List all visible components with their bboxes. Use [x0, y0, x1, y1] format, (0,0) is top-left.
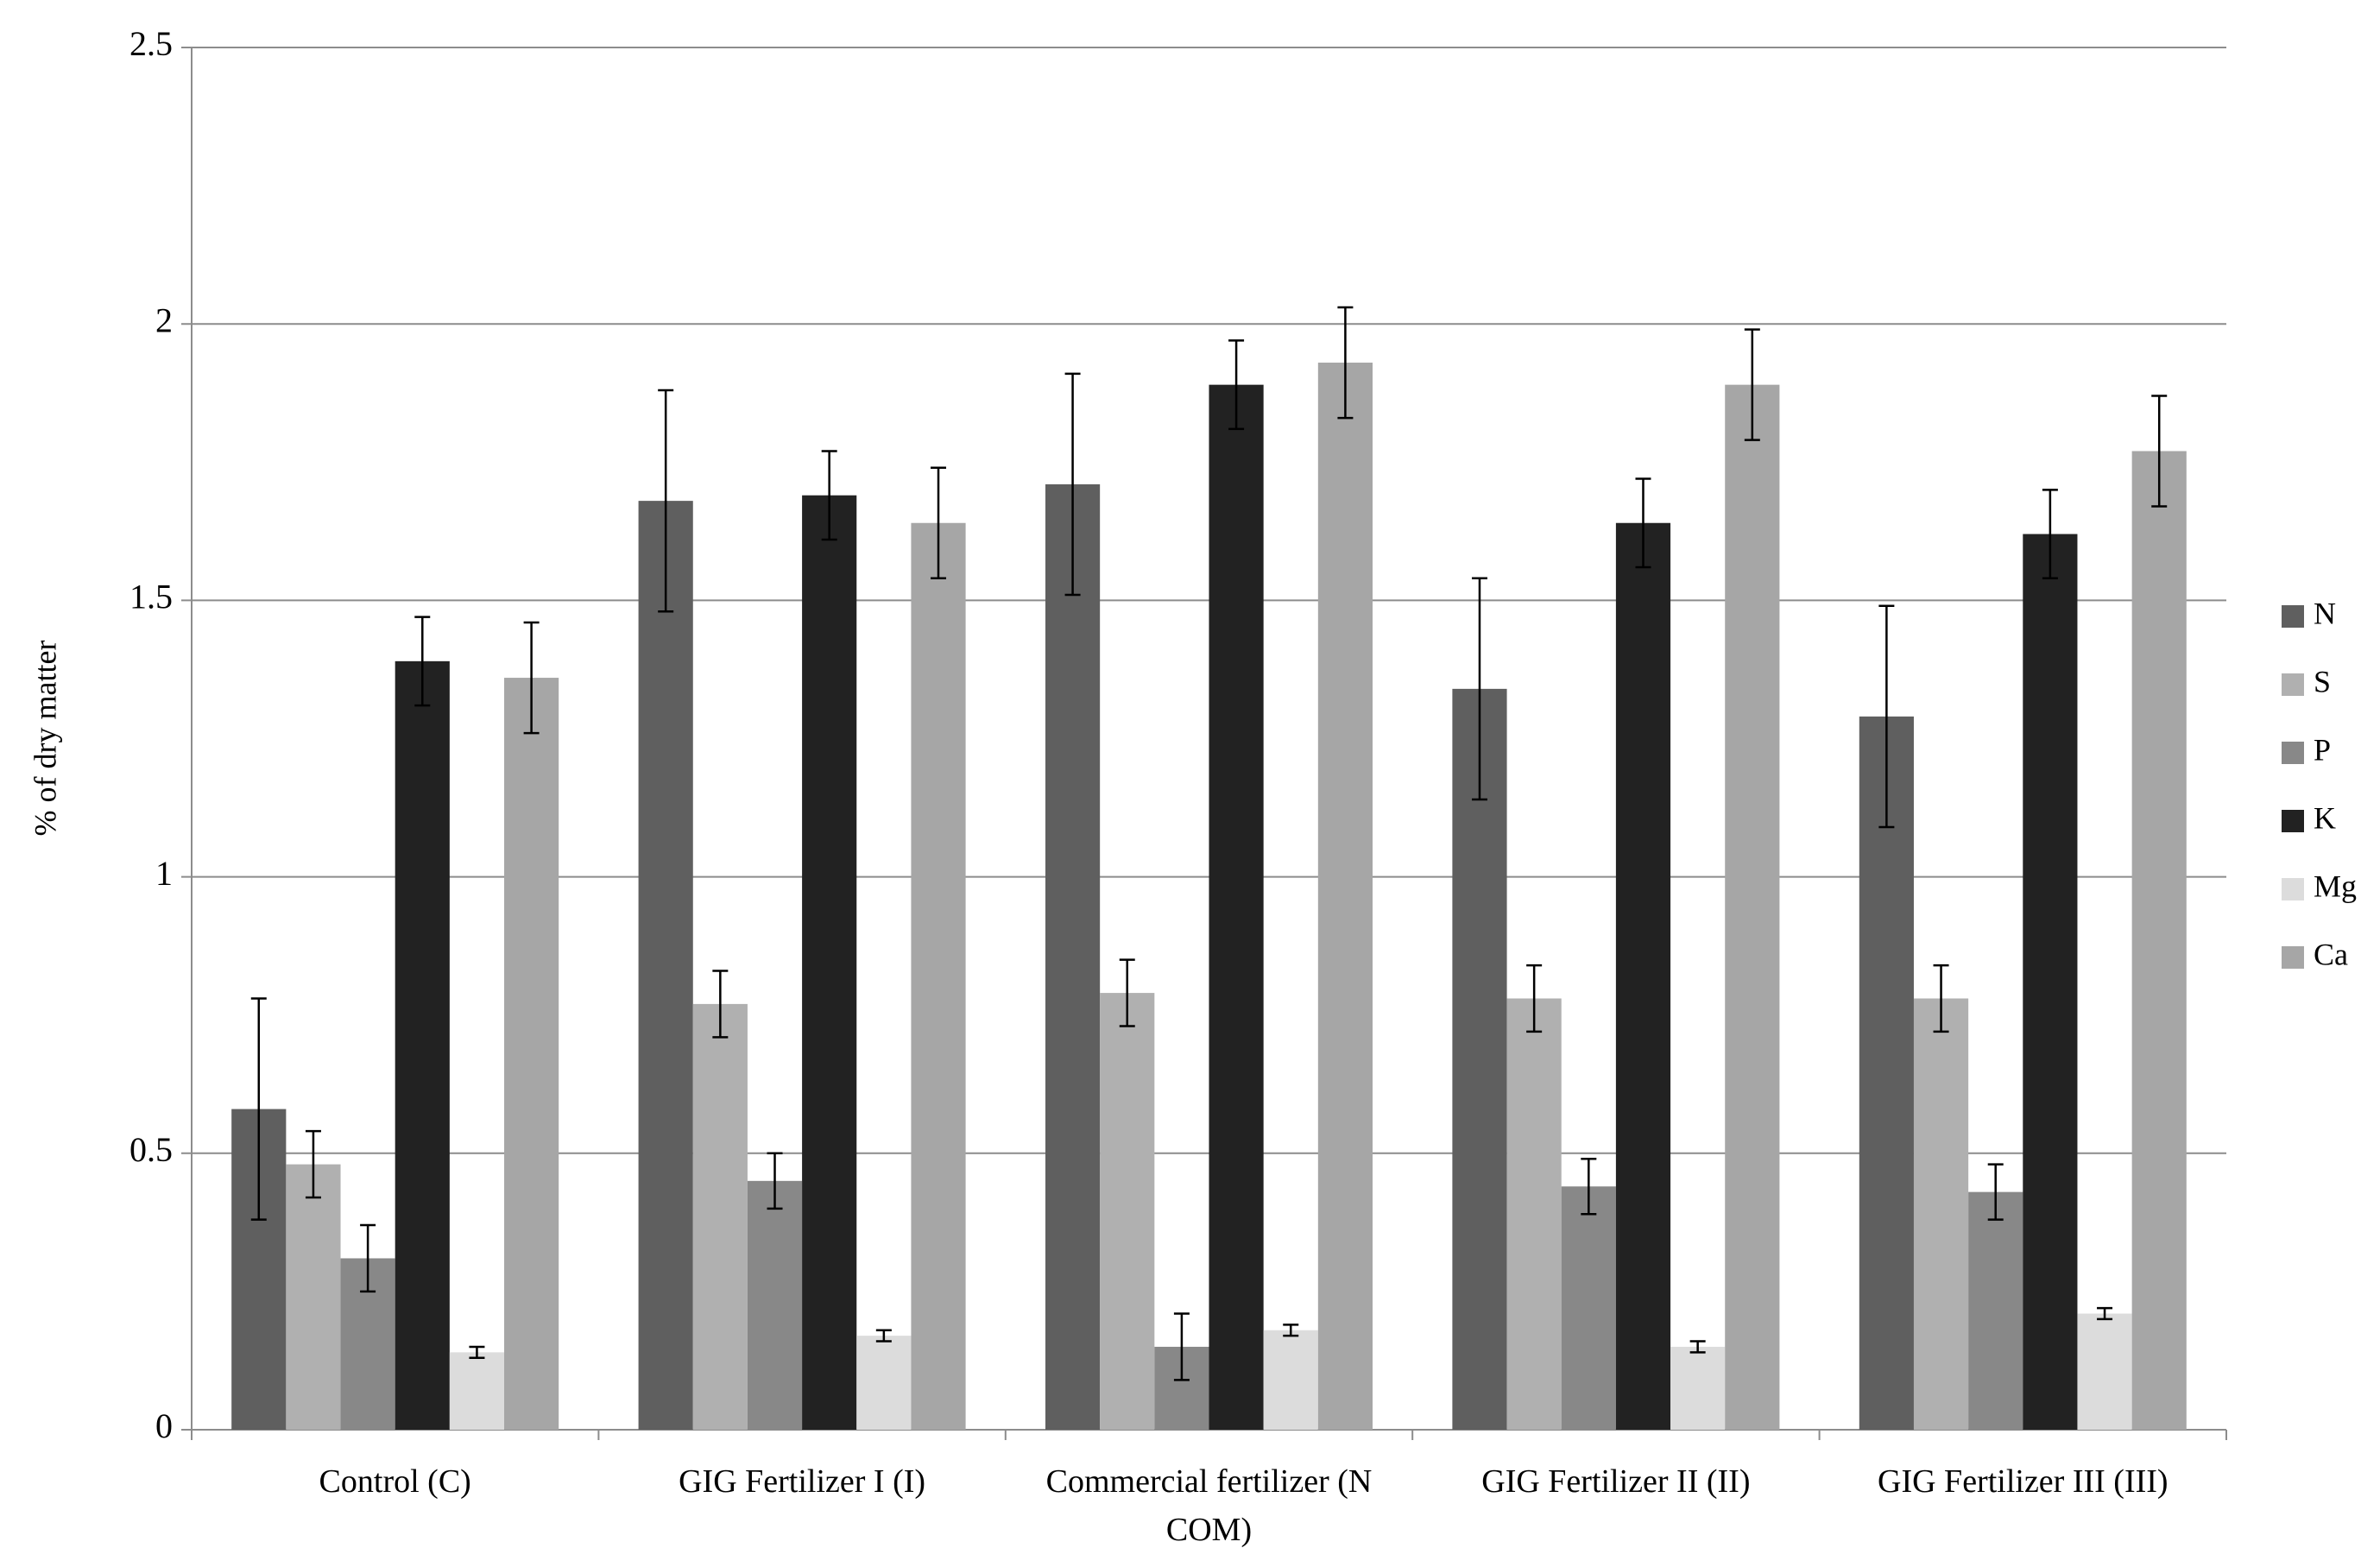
bar: [692, 1003, 748, 1430]
x-tick-label: GIG Fertilizer II (II): [1481, 1463, 1751, 1500]
error-bar: [1064, 372, 1081, 597]
error-bar: [2097, 1306, 2113, 1321]
bar: [802, 495, 857, 1430]
y-axis-label: % of dry matter: [28, 641, 62, 837]
error-bar: [931, 466, 947, 580]
error-bar: [1228, 339, 1245, 431]
bar: [1263, 1330, 1318, 1430]
error-bar: [1878, 604, 1895, 829]
bar: [1452, 688, 1507, 1430]
bar: [449, 1352, 505, 1430]
error-bar: [1173, 1312, 1190, 1381]
bar: [1561, 1186, 1616, 1430]
error-bar: [875, 1329, 892, 1343]
error-bar: [1119, 958, 1135, 1027]
bar: [1317, 363, 1373, 1430]
x-tick-label: GIG Fertilizer III (III): [1878, 1463, 2169, 1500]
legend-label: P: [2314, 732, 2331, 767]
bar: [1100, 993, 1155, 1430]
legend-label: S: [2314, 664, 2331, 698]
bar: [2077, 1313, 2132, 1430]
bar: [1615, 522, 1671, 1430]
bar: [911, 522, 966, 1430]
legend-swatch: [2282, 878, 2304, 900]
bar: [286, 1164, 341, 1430]
legend-swatch: [2282, 742, 2304, 764]
bar: [1209, 384, 1264, 1430]
error-bar: [2151, 395, 2168, 508]
error-bar: [1526, 964, 1543, 1033]
error-bar: [1933, 964, 1949, 1033]
error-bar: [658, 389, 674, 613]
bar: [1045, 483, 1101, 1430]
error-bar: [1635, 477, 1651, 569]
legend-swatch: [2282, 605, 2304, 628]
error-bar: [523, 621, 540, 735]
bar: [395, 660, 450, 1430]
y-tick-label: 2.5: [129, 24, 173, 63]
error-bar: [1471, 577, 1487, 801]
error-bar: [414, 616, 431, 707]
error-bar: [360, 1223, 376, 1293]
x-tick-label: Commercial fertilizer (N COM): [1045, 1463, 1373, 1548]
error-bar: [1337, 306, 1354, 420]
error-bar: [1689, 1340, 1706, 1354]
error-bar: [1744, 328, 1760, 441]
error-bar: [712, 970, 729, 1039]
error-bar: [821, 450, 837, 541]
y-tick-label: 1: [155, 854, 173, 893]
error-bar: [2042, 489, 2058, 580]
bar: [2131, 451, 2187, 1431]
x-tick-label: Control (C): [319, 1463, 471, 1500]
bar: [1859, 716, 1914, 1430]
error-bar: [305, 1129, 321, 1199]
y-tick-label: 2: [155, 300, 173, 339]
error-bar: [767, 1152, 783, 1210]
error-bar: [1581, 1157, 1597, 1216]
bar: [2023, 534, 2078, 1430]
bar: [1725, 384, 1780, 1430]
bar: [747, 1180, 803, 1430]
bar: [1913, 998, 1969, 1430]
bar: [638, 501, 693, 1431]
y-tick-label: 0.5: [129, 1130, 173, 1169]
error-bar: [469, 1345, 485, 1359]
error-bar: [250, 997, 267, 1221]
y-tick-label: 1.5: [129, 578, 173, 616]
bar: [1506, 998, 1562, 1430]
error-bar: [1987, 1163, 2004, 1221]
bar: [856, 1336, 912, 1430]
bar: [1670, 1346, 1726, 1430]
legend-swatch: [2282, 673, 2304, 696]
legend-label: K: [2314, 800, 2336, 835]
legend-swatch: [2282, 810, 2304, 832]
y-tick-label: 0: [155, 1406, 173, 1445]
legend-label: Mg: [2314, 869, 2357, 903]
error-bar: [1283, 1324, 1299, 1337]
legend-label: N: [2314, 596, 2336, 630]
x-tick-label: GIG Fertilizer I (I): [679, 1463, 926, 1500]
bar: [1968, 1191, 2023, 1430]
legend-label: Ca: [2314, 937, 2348, 971]
legend-swatch: [2282, 946, 2304, 969]
bar: [504, 678, 559, 1430]
